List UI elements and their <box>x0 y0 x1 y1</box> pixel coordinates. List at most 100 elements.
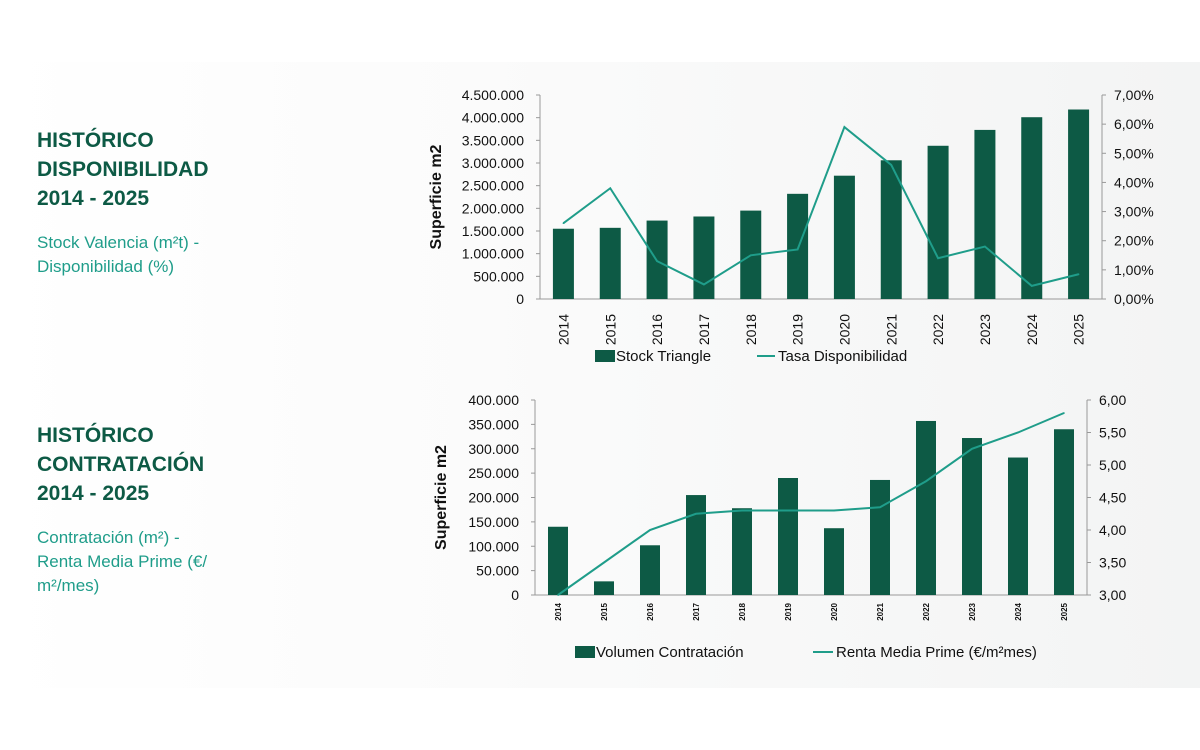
y-tick-label: 2.000.000 <box>462 200 524 216</box>
bar <box>1008 457 1028 595</box>
panel-title-line: HISTÓRICO <box>37 424 154 447</box>
y-tick-label: 4.000.000 <box>462 110 524 126</box>
panel-disponibilidad: HISTÓRICO DISPONIBILIDAD 2014 - 2025 Sto… <box>37 126 297 279</box>
y-tick-label: 300.000 <box>468 441 519 457</box>
line-point <box>562 222 565 225</box>
line-point <box>749 254 752 257</box>
line-point <box>1030 285 1033 287</box>
bar <box>548 526 568 595</box>
x-tick-label: 2015 <box>602 314 618 345</box>
y-tick-label: 3.500.000 <box>462 132 524 148</box>
x-tick-label: 2021 <box>876 602 885 620</box>
line-point <box>937 257 939 260</box>
bar <box>880 160 902 299</box>
bar <box>640 545 660 595</box>
x-tick-label: 2023 <box>968 602 977 620</box>
bar <box>833 175 855 299</box>
line-point <box>609 187 612 190</box>
x-tick-label: 2014 <box>554 602 563 620</box>
x-tick-label: 2022 <box>930 314 946 345</box>
y2-tick-label: 4,50 <box>1099 490 1126 506</box>
bar <box>778 478 798 595</box>
legend-bar-label: Volumen Contratación <box>596 644 744 661</box>
line-point <box>695 512 697 515</box>
y-tick-label: 500.000 <box>473 268 524 284</box>
y-tick-label: 250.000 <box>468 465 519 481</box>
series-line <box>557 412 1065 596</box>
panel-title-line: HISTÓRICO <box>37 129 154 152</box>
y2-tick-label: 6,00 <box>1099 392 1126 408</box>
bar <box>1021 117 1043 299</box>
panel-contratacion: HISTÓRICO CONTRATACIÓN 2014 - 2025 Contr… <box>37 421 297 598</box>
y-tick-label: 0 <box>516 291 524 307</box>
bar <box>594 581 614 595</box>
line-point <box>925 480 927 483</box>
y2-tick-label: 7,00% <box>1114 87 1154 103</box>
series-line <box>562 125 1079 287</box>
panel-subtitle-line: Renta Media Prime (€/ <box>37 552 208 571</box>
legend-line-label: Tasa Disponibilidad <box>778 348 907 365</box>
y2-tick-label: 3,00% <box>1114 204 1154 220</box>
bar <box>693 216 715 299</box>
y-tick-label: 400.000 <box>468 392 519 408</box>
line-point <box>843 126 846 128</box>
y-tick-label: 1.500.000 <box>462 223 524 239</box>
bar <box>686 495 706 595</box>
line-point <box>703 283 705 286</box>
y-tick-label: 150.000 <box>468 514 519 530</box>
y-tick-label: 0 <box>511 587 519 603</box>
y-tick-label: 2.500.000 <box>462 178 524 194</box>
x-tick-label: 2017 <box>692 602 701 620</box>
x-tick-label: 2018 <box>743 314 759 345</box>
panel-title-line: DISPONIBILIDAD <box>37 158 209 181</box>
bar <box>974 129 996 299</box>
y2-tick-label: 1,00% <box>1114 262 1154 278</box>
legend-bar-label: Stock Triangle <box>616 348 711 365</box>
panel-title: HISTÓRICO DISPONIBILIDAD 2014 - 2025 <box>37 126 297 213</box>
x-tick-label: 2020 <box>836 314 852 345</box>
legend-line-label: Renta Media Prime (€/m²mes) <box>836 644 1037 661</box>
bar <box>1054 429 1074 595</box>
y-axis-label: Superficie m2 <box>428 144 445 249</box>
x-tick-label: 2023 <box>977 314 993 345</box>
y2-tick-label: 3,50 <box>1099 555 1126 571</box>
x-tick-label: 2025 <box>1060 602 1069 620</box>
x-tick-label: 2024 <box>1014 602 1023 620</box>
legend-bar-swatch <box>595 350 615 362</box>
line-point <box>741 509 743 512</box>
line-point <box>649 529 651 531</box>
panel-subtitle-line: Contratación (m²) - <box>37 528 180 547</box>
line-point <box>557 594 559 596</box>
x-tick-label: 2018 <box>738 602 747 620</box>
x-tick-label: 2022 <box>922 602 931 620</box>
bar <box>916 420 936 595</box>
bar <box>962 438 982 595</box>
line-point <box>787 509 789 512</box>
y-tick-label: 4.500.000 <box>462 87 524 103</box>
y-tick-label: 3.000.000 <box>462 155 524 171</box>
x-tick-label: 2019 <box>784 602 793 620</box>
y-axis-label: Superficie m2 <box>433 445 450 550</box>
panel-subtitle-line: m²/mes) <box>37 576 100 595</box>
line-point <box>1017 431 1019 434</box>
x-tick-label: 2017 <box>696 314 712 345</box>
bar <box>732 508 752 595</box>
y2-tick-label: 3,00 <box>1099 587 1126 603</box>
panel-subtitle: Stock Valencia (m²t) - Disponibilidad (%… <box>37 231 297 279</box>
y2-tick-label: 0,00% <box>1114 291 1154 307</box>
panel-title-line: 2014 - 2025 <box>37 187 150 210</box>
x-tick-label: 2016 <box>649 314 665 345</box>
panel-subtitle: Contratación (m²) - Renta Media Prime (€… <box>37 526 297 598</box>
y2-tick-label: 5,00% <box>1114 145 1154 161</box>
y2-tick-label: 4,00 <box>1099 522 1126 538</box>
line-point <box>890 164 893 166</box>
bar <box>870 479 890 595</box>
y2-tick-label: 5,00 <box>1099 457 1126 473</box>
line-point <box>879 506 881 509</box>
y2-tick-label: 2,00% <box>1114 233 1154 249</box>
panel-subtitle-line: Disponibilidad (%) <box>37 257 175 276</box>
x-tick-label: 2016 <box>646 602 655 620</box>
y-tick-label: 200.000 <box>468 490 519 506</box>
